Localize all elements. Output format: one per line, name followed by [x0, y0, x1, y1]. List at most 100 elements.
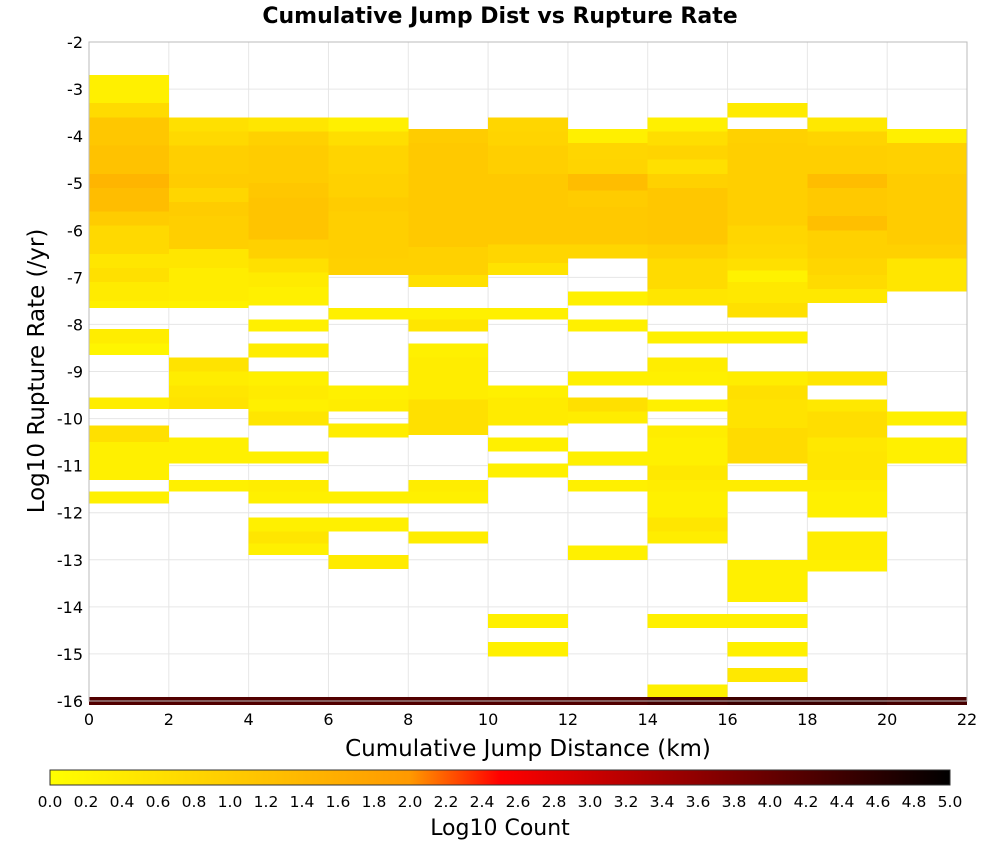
colorbar-tick-label: 2.0: [398, 793, 423, 811]
y-tick-label: -10: [57, 410, 83, 429]
heatmap-cell: [488, 187, 568, 245]
heatmap-cell: [89, 225, 169, 254]
heatmap-cell: [488, 613, 568, 629]
colorbar-tick-label: 2.8: [542, 793, 567, 811]
x-tick-label: 10: [478, 710, 498, 729]
heatmap-cell: [89, 425, 169, 443]
heatmap-cell: [727, 427, 808, 464]
heatmap-cell: [727, 385, 808, 400]
heatmap-cell: [248, 531, 329, 544]
heatmap-cell: [248, 145, 329, 184]
heatmap-cell: [807, 275, 888, 290]
heatmap-cell: [408, 357, 489, 386]
heatmap-cell: [248, 272, 329, 287]
y-tick-label: -5: [67, 174, 83, 193]
colorbar-label: Log10 Count: [430, 816, 570, 841]
heatmap-cell: [408, 143, 489, 247]
heatmap-cell: [807, 216, 888, 231]
heatmap-cell: [807, 117, 888, 132]
heatmap-cell: [488, 642, 568, 657]
heatmap-cell: [328, 117, 409, 132]
y-tick-label: -9: [67, 363, 83, 382]
heatmap-cell: [647, 684, 728, 699]
heatmap-cell: [567, 244, 648, 259]
heatmap-cell: [488, 437, 568, 452]
heatmap-cell: [807, 258, 888, 276]
heatmap-cell: [488, 173, 568, 188]
y-tick-label: -14: [57, 598, 83, 617]
heatmap-cell: [567, 173, 648, 191]
heatmap-cell: [248, 183, 329, 198]
heatmap-cell: [647, 159, 728, 174]
heatmap-cell: [168, 371, 249, 386]
heatmap-cell: [807, 451, 888, 480]
heatmap-cell: [647, 145, 728, 160]
colorbar-tick-label: 0.8: [182, 793, 207, 811]
y-axis-label: Log10 Rupture Rate (/yr): [24, 229, 50, 514]
heatmap-cell: [647, 399, 728, 412]
heatmap-cell: [248, 239, 329, 259]
y-tick-label: -13: [57, 551, 83, 570]
heatmap-cell: [168, 267, 249, 301]
heatmap-cell: [248, 117, 329, 132]
heatmap-cell: [89, 253, 169, 268]
heatmap-cell: [488, 244, 568, 264]
heatmap-cell: [727, 303, 808, 318]
colorbar-tick-label: 3.0: [578, 793, 603, 811]
heatmap-cell: [408, 319, 489, 332]
heatmap-cell: [89, 74, 169, 90]
heatmap-cell: [89, 282, 169, 301]
heatmap-cell: [328, 173, 409, 198]
heatmap-cell: [807, 479, 888, 492]
heatmap-cell: [727, 270, 808, 283]
heatmap-cell: [408, 385, 489, 400]
heatmap-cell: [647, 517, 728, 532]
heatmap-cell: [807, 531, 888, 560]
colorbar-tick-labels: 0.0 0.2 0.4 0.6 0.8 1.0 1.2 1.4 1.6 1.8 2.0 2.2 2.4 2…: [38, 793, 963, 811]
heatmap-cell: [168, 117, 249, 132]
heatmap-cell: [168, 249, 249, 268]
heatmap-cell: [328, 555, 409, 570]
x-tick-label: 18: [797, 710, 817, 729]
heatmap-cell: [168, 202, 249, 217]
heatmap-cell: [727, 258, 808, 271]
colorbar-tick-label: 0.0: [38, 793, 63, 811]
heatmap-cell: [89, 329, 169, 344]
x-tick-label: 4: [244, 710, 254, 729]
heatmap-cell: [567, 190, 648, 207]
x-tick-label: 20: [877, 710, 897, 729]
heatmap-cell: [89, 103, 169, 118]
heatmap-cell: [567, 129, 648, 144]
heatmap-cell: [408, 491, 489, 504]
heatmap-cell: [488, 117, 568, 132]
heatmap-cell: [488, 263, 568, 276]
heatmap-cell: [887, 411, 967, 426]
heatmap-cell: [89, 211, 169, 226]
heatmap-cell: [168, 131, 249, 146]
colorbar-tick-label: 1.6: [326, 793, 351, 811]
heatmap-cell: [807, 230, 888, 259]
heatmap-cell: [647, 465, 728, 480]
heatmap-cell: [89, 145, 169, 174]
heatmap-cell: [647, 331, 728, 344]
heatmap-cell: [89, 173, 169, 188]
heatmap-cell: [488, 131, 568, 146]
y-tick-label: -12: [57, 504, 83, 523]
colorbar-tick-label: 1.0: [218, 793, 243, 811]
heatmap-cell: [89, 343, 169, 356]
heatmap-cell: [168, 300, 249, 308]
heatmap-cell: [647, 258, 728, 290]
colorbar-tick-label: 5.0: [938, 793, 963, 811]
heatmap-cell: [168, 187, 249, 203]
chart-title: Cumulative Jump Dist vs Rupture Rate: [262, 4, 737, 29]
heatmap-cell: [807, 145, 888, 174]
colorbar-tick-label: 2.2: [434, 793, 459, 811]
colorbar-tick-label: 0.4: [110, 793, 135, 811]
heatmap-cell: [488, 307, 568, 320]
heatmap-cell: [807, 187, 888, 217]
heatmap-cell: [248, 197, 329, 240]
heatmap-cell: [727, 225, 808, 245]
heatmap-cell: [887, 437, 967, 464]
heatmap-cell: [248, 258, 329, 273]
heatmap-cell: [488, 145, 568, 174]
